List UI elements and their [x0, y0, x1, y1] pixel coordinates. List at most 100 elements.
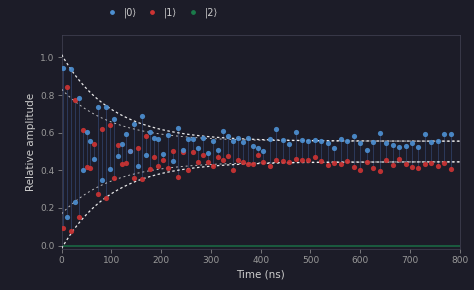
Y-axis label: Relative amplitude: Relative amplitude [26, 93, 36, 191]
Point [214, 148, 222, 153]
Point [298, 157, 306, 162]
Point [102, 104, 110, 109]
Point [209, 164, 217, 169]
Point [408, 140, 416, 145]
Point [79, 128, 86, 133]
Point [67, 66, 74, 71]
Point [447, 132, 455, 136]
Point [402, 162, 410, 167]
Point [344, 139, 351, 144]
Point [421, 132, 428, 137]
Point [421, 162, 428, 166]
Point [59, 226, 66, 230]
Point [169, 149, 177, 154]
Point [71, 98, 78, 102]
Point [311, 155, 319, 160]
Point [87, 166, 94, 171]
Point [209, 139, 217, 144]
Point [75, 95, 82, 100]
Point [229, 138, 237, 143]
Point [194, 146, 202, 150]
Point [63, 215, 71, 219]
Point [199, 152, 207, 157]
Point [428, 161, 435, 166]
Point [127, 149, 134, 153]
Point [266, 164, 273, 168]
Point [142, 134, 150, 139]
Point [244, 162, 252, 166]
Point [279, 158, 286, 163]
Point [79, 167, 86, 172]
Point [440, 161, 448, 166]
Point [376, 131, 383, 136]
Point [434, 138, 442, 143]
Point [285, 142, 293, 147]
Point [138, 114, 146, 119]
Point [67, 229, 74, 233]
Point [115, 154, 122, 158]
Point [369, 139, 377, 144]
Point [363, 159, 371, 164]
Point [146, 167, 154, 171]
Point [204, 151, 212, 155]
Point [305, 157, 312, 162]
Point [189, 137, 197, 142]
Point [59, 66, 66, 70]
Point [311, 138, 319, 142]
Point [363, 148, 371, 152]
Point [292, 157, 300, 161]
Point [184, 167, 192, 172]
Point [135, 164, 142, 168]
Point [344, 159, 351, 163]
Point [99, 126, 106, 131]
Point [95, 104, 102, 109]
Point [389, 143, 396, 148]
Point [234, 157, 242, 162]
Point [115, 143, 122, 147]
Point [383, 158, 390, 162]
Point [214, 155, 222, 159]
Point [259, 160, 267, 164]
Point [324, 140, 332, 145]
Point [350, 164, 357, 169]
Point [82, 164, 90, 169]
Point [95, 192, 102, 197]
Point [356, 141, 364, 145]
Point [130, 175, 138, 180]
Point [440, 132, 448, 137]
Point [204, 160, 212, 164]
Point [107, 167, 114, 172]
Point [155, 137, 162, 142]
Point [71, 200, 78, 204]
Point [249, 162, 256, 166]
Point [318, 139, 325, 144]
Point [82, 130, 90, 134]
Point [224, 133, 232, 138]
Point [337, 162, 345, 167]
Point [99, 177, 106, 182]
Point [356, 168, 364, 173]
Point [150, 136, 158, 141]
Point [179, 150, 187, 155]
Point [142, 153, 150, 158]
Point [273, 158, 280, 162]
Point [122, 132, 130, 137]
Point [298, 137, 306, 142]
Point [376, 168, 383, 173]
Point [63, 84, 71, 89]
Point [155, 164, 162, 168]
Point [285, 159, 293, 164]
Point [138, 177, 146, 182]
Point [150, 154, 158, 159]
Point [434, 164, 442, 168]
Point [110, 117, 118, 122]
Point [428, 140, 435, 145]
Point [415, 165, 422, 170]
Point [189, 150, 197, 154]
Point [229, 168, 237, 172]
Point [415, 144, 422, 149]
Point [110, 175, 118, 180]
Point [395, 157, 403, 162]
Point [254, 153, 262, 157]
Point [184, 137, 192, 142]
